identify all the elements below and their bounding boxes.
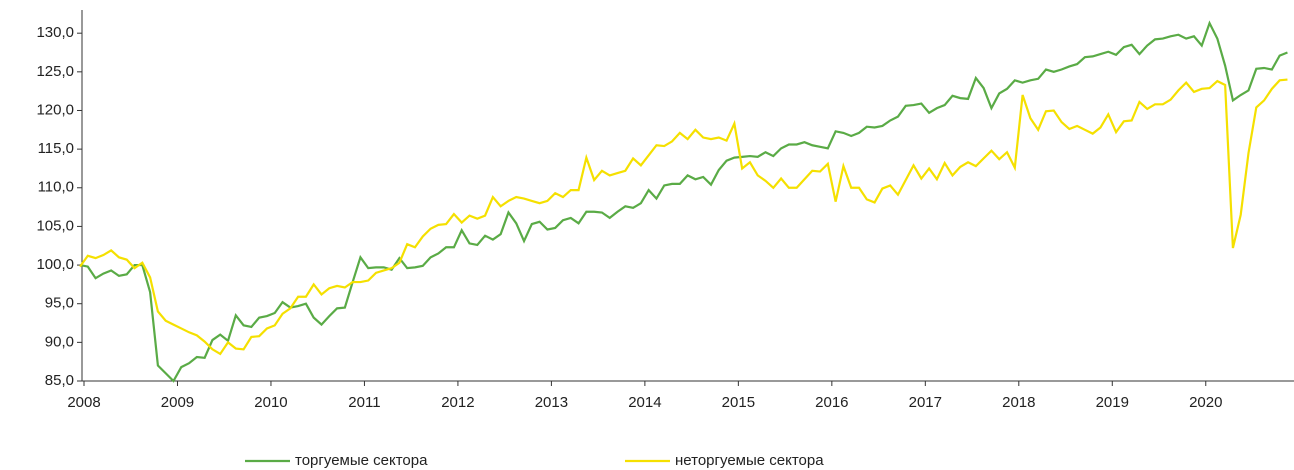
legend-label: торгуемые сектора xyxy=(295,452,428,469)
x-tick-label: 2017 xyxy=(909,394,942,411)
x-tick-label: 2011 xyxy=(348,394,380,411)
legend-label: неторгуемые сектора xyxy=(675,452,824,469)
y-tick-label: 115,0 xyxy=(38,140,74,157)
y-tick-label: 110,0 xyxy=(38,179,74,196)
y-tick-label: 95,0 xyxy=(45,295,74,312)
y-tick-label: 120,0 xyxy=(36,101,74,118)
y-tick-label: 105,0 xyxy=(36,217,74,234)
y-tick-label: 100,0 xyxy=(36,256,74,273)
x-tick-label: 2014 xyxy=(628,394,661,411)
series-line xyxy=(79,20,1288,383)
y-tick-label: 90,0 xyxy=(45,333,74,350)
x-tick-label: 2009 xyxy=(161,394,194,411)
y-tick-label: 85,0 xyxy=(45,372,74,389)
x-tick-label: 2016 xyxy=(815,394,848,411)
series-line xyxy=(79,78,1288,356)
x-tick-label: 2018 xyxy=(1002,394,1035,411)
y-tick-label: 130,0 xyxy=(36,24,74,41)
x-tick-label: 2008 xyxy=(67,394,100,411)
x-tick-label: 2015 xyxy=(722,394,755,411)
x-tick-label: 2012 xyxy=(441,394,474,411)
x-tick-label: 2013 xyxy=(535,394,568,411)
x-tick-label: 2010 xyxy=(254,394,287,411)
y-tick-label: 125,0 xyxy=(36,63,74,80)
x-tick-label: 2019 xyxy=(1096,394,1129,411)
x-tick-label: 2020 xyxy=(1189,394,1222,411)
